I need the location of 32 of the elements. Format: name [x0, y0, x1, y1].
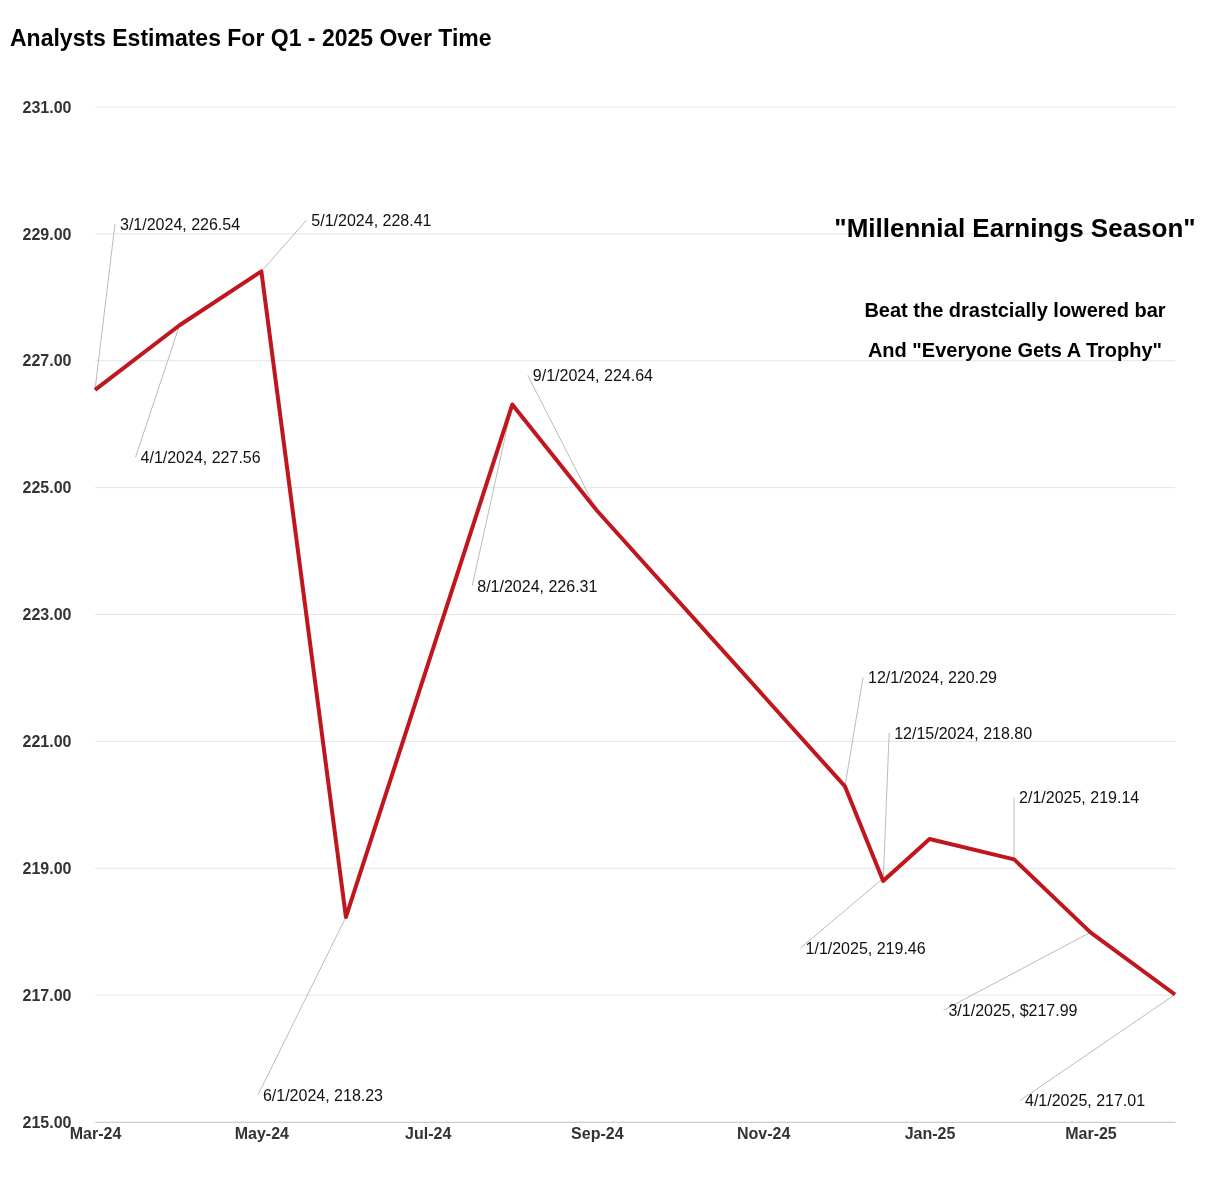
data-label: 2/1/2025, 219.14 [1019, 789, 1140, 807]
annotation: "Millennial Earnings Season" [834, 213, 1196, 243]
y-tick-label: 215.00 [22, 1113, 72, 1131]
data-label: 3/1/2025, $217.99 [948, 1002, 1078, 1020]
x-tick-label: Jul-24 [405, 1125, 452, 1142]
data-label: 12/1/2024, 220.29 [868, 669, 998, 687]
y-tick-label: 219.00 [22, 859, 72, 877]
data-label: 9/1/2024, 224.64 [532, 367, 654, 385]
annotation: Beat the drastcially lowered bar [864, 299, 1166, 321]
y-tick-label: 223.00 [22, 606, 72, 624]
x-tick-label: Mar-25 [1065, 1125, 1117, 1142]
data-label: 8/1/2024, 226.31 [477, 577, 598, 595]
y-tick-label: 227.00 [22, 352, 72, 370]
y-tick-label: 231.00 [22, 98, 72, 116]
x-tick-label: Mar-24 [69, 1125, 122, 1142]
y-tick-label: 225.00 [22, 479, 72, 497]
y-tick-label: 221.00 [22, 732, 72, 750]
data-label: 1/1/2025, 219.46 [805, 940, 926, 958]
annotation: And "Everyone Gets A Trophy" [867, 339, 1163, 361]
y-tick-label: 217.00 [22, 986, 72, 1004]
x-tick-label: May-24 [234, 1125, 290, 1142]
data-label: 12/15/2024, 218.80 [894, 724, 1033, 742]
data-label: 4/1/2025, 217.01 [1025, 1092, 1146, 1110]
data-label: 4/1/2024, 227.56 [140, 449, 261, 467]
x-tick-label: Sep-24 [571, 1125, 624, 1142]
data-label: 5/1/2024, 228.41 [311, 212, 432, 230]
chart-title: Analysts Estimates For Q1 - 2025 Over Time [10, 25, 492, 51]
x-tick-label: Nov-24 [737, 1125, 791, 1142]
data-label: 3/1/2024, 226.54 [120, 215, 241, 233]
data-label: 6/1/2024, 218.23 [262, 1087, 384, 1105]
x-tick-label: Jan-25 [904, 1125, 956, 1142]
y-tick-label: 229.00 [22, 225, 72, 243]
